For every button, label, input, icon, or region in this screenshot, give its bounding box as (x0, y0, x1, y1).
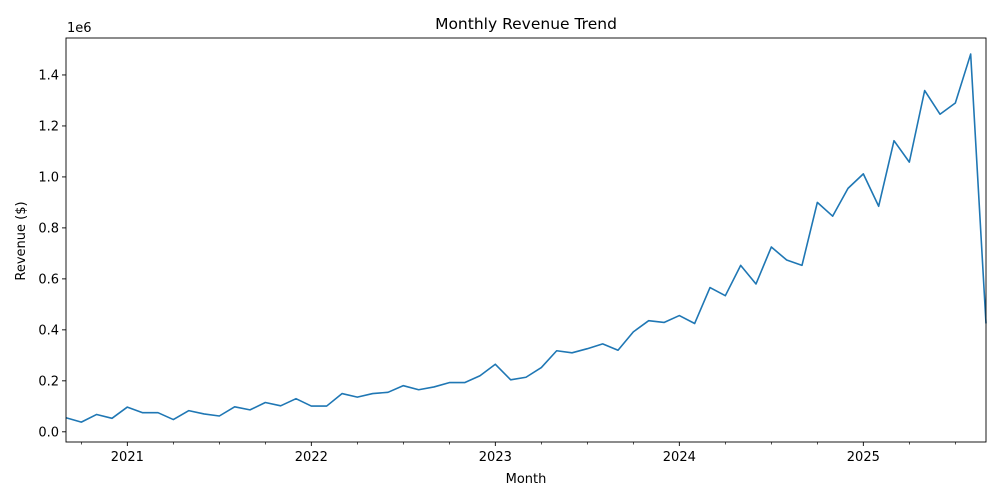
y-tick-label: 0.0 (38, 425, 59, 440)
y-tick-label: 0.6 (38, 272, 59, 287)
x-tick-label: 2023 (479, 450, 512, 465)
y-tick-label: 0.4 (38, 323, 59, 338)
y-tick-label: 1.4 (38, 68, 59, 83)
y-tick-label: 1.2 (38, 119, 59, 134)
plot-frame (65, 37, 987, 443)
plot-area (65, 37, 987, 443)
y-axis-label: Revenue ($) (14, 201, 29, 280)
y-tick-label: 0.2 (38, 374, 59, 389)
x-axis-label: Month (506, 472, 547, 487)
x-tick-label: 2021 (111, 450, 144, 465)
y-tick-label: 0.8 (38, 221, 59, 236)
series-line-0 (65, 53, 987, 423)
y-axis: 0.0 0.2 0.4 0.6 0.8 1.0 1.2 1.4 (38, 68, 66, 440)
y-tick-label: 1.0 (38, 170, 59, 185)
chart-title: Monthly Revenue Trend (435, 15, 617, 33)
y-axis-offset-text: 1e6 (67, 21, 92, 36)
x-axis: 2021 2022 2023 2024 2025 (80, 442, 956, 465)
x-tick-label: 2025 (847, 450, 880, 465)
x-tick-label: 2022 (295, 450, 328, 465)
x-tick-label: 2024 (663, 450, 696, 465)
